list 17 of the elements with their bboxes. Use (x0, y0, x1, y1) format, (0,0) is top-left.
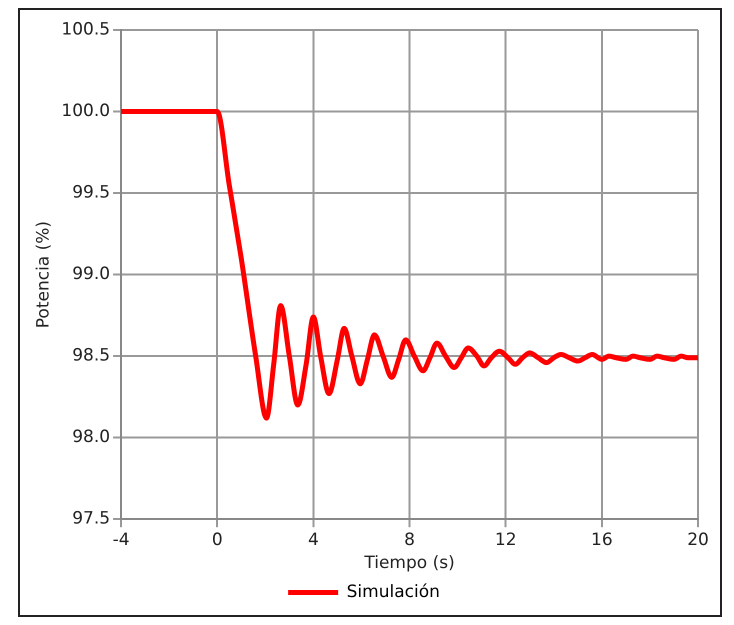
x-tick-label: 4 (308, 530, 319, 550)
y-tick-label: 99.5 (72, 182, 110, 202)
x-tick-label: 20 (687, 530, 709, 550)
y-tick-label: 100.5 (61, 19, 110, 40)
x-tick-label: 16 (591, 530, 613, 550)
y-tick-label: 98.5 (72, 346, 110, 366)
x-tick-label: 0 (212, 530, 223, 550)
y-tick-label: 99.0 (72, 264, 110, 284)
y-tick-label: 98.0 (72, 427, 110, 448)
y-axis-title: Potencia (%) (34, 220, 54, 328)
x-tick-label: 12 (494, 530, 517, 550)
y-tick-label: 100.0 (61, 100, 110, 121)
x-tick-label: 8 (404, 530, 415, 550)
x-axis-title: Tiempo (s) (363, 553, 455, 574)
x-tick-label: -4 (112, 530, 130, 550)
y-tick-label: 97.5 (72, 508, 110, 529)
legend-label: Simulación (346, 582, 440, 602)
